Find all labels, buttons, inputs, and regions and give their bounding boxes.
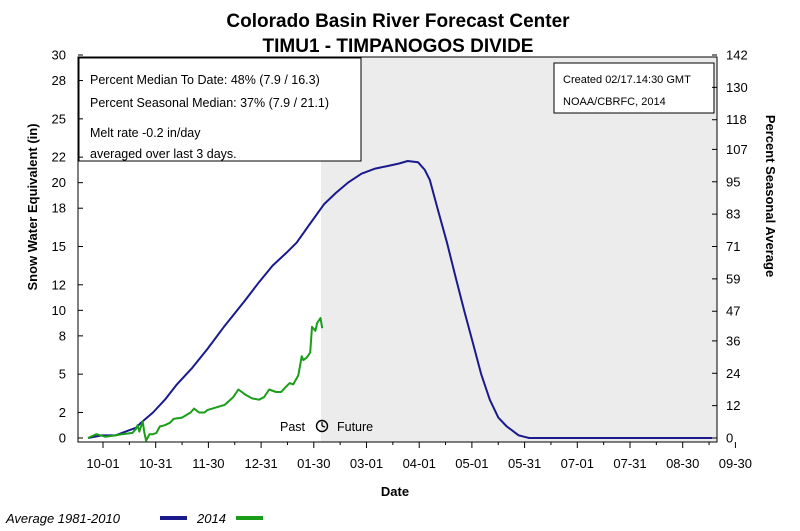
y-tick-label: 30 (52, 48, 66, 63)
y-tick-label: 12 (52, 277, 66, 292)
series-average-line (87, 160, 712, 439)
y-tick-label: 22 (52, 150, 66, 165)
future-label: Future (337, 420, 373, 434)
plot-frame (77, 56, 718, 443)
created-timestamp: Created 02/17.14:30 GMT (563, 74, 691, 86)
y-tick-label: 5 (59, 367, 66, 382)
y-axis-label: Snow Water Equivalent (in) (25, 123, 40, 290)
chart-subtitle: TIMU1 - TIMPANOGOS DIVIDE (263, 36, 534, 57)
y2-tick-label: 59 (726, 271, 740, 286)
x-tick-label: 05-31 (508, 456, 541, 471)
created-source: NOAA/CBRFC, 2014 (563, 96, 666, 108)
y2-tick-label: 36 (726, 333, 740, 348)
y-tick-label: 0 (59, 431, 66, 446)
y-tick-label: 2 (59, 405, 66, 420)
series-2014-line (87, 317, 324, 442)
x-tick-label: 11-30 (192, 456, 224, 471)
y-tick-label: 18 (52, 201, 66, 216)
x-tick-label: 05-01 (455, 456, 488, 471)
series-lines (87, 160, 712, 442)
y2-tick-label: 24 (726, 366, 740, 381)
y2-tick-label: 0 (726, 431, 733, 446)
y2-tick-label: 47 (726, 304, 740, 319)
x-tick-label: 07-31 (613, 456, 646, 471)
created-box: Created 02/17.14:30 GMT NOAA/CBRFC, 2014 (553, 62, 715, 114)
future-shaded-region (321, 57, 717, 442)
x-axis-label: Date (381, 484, 409, 499)
y-tick-label: 15 (52, 239, 66, 254)
legend: Average 1981-2010 2014 (5, 511, 263, 526)
x-tick-label: 08-30 (666, 456, 699, 471)
y2-tick-label: 83 (726, 207, 740, 222)
past-label: Past (280, 420, 306, 434)
x-tick-label: 04-01 (403, 456, 436, 471)
y2-tick-label: 118 (726, 112, 747, 127)
percent-median-to-date: Percent Median To Date: 48% (7.9 / 16.3) (90, 73, 320, 87)
legend-average-label: Average 1981-2010 (5, 511, 121, 526)
clock-icon (315, 419, 329, 433)
y-tick-label: 10 (52, 303, 66, 318)
y-tick-label: 8 (59, 328, 66, 343)
y2-tick-label: 130 (726, 80, 748, 95)
y-tick-label: 28 (52, 73, 66, 88)
y2-axis-ticks: 0 12 24 36 47 59 71 83 95 107 118 130 142 (712, 48, 748, 446)
x-tick-label: 01-30 (297, 456, 330, 471)
x-tick-label: 10-01 (86, 456, 119, 471)
melt-rate: Melt rate -0.2 in/day (90, 126, 201, 140)
y2-tick-label: 142 (726, 48, 748, 63)
x-axis-ticks: 10-01 10-31 11-30 12-31 01-30 03-01 04-01 05-01… (86, 442, 752, 471)
chart-title: Colorado Basin River Forecast Center (226, 11, 570, 32)
y2-tick-label: 107 (726, 142, 748, 157)
percent-seasonal-median: Percent Seasonal Median: 37% (7.9 / 21.1… (90, 96, 329, 110)
y2-tick-label: 12 (726, 398, 740, 413)
x-tick-label: 12-31 (244, 456, 277, 471)
x-tick-label: 09-30 (719, 456, 752, 471)
y-tick-label: 20 (52, 175, 66, 190)
x-tick-label: 07-01 (561, 456, 594, 471)
info-box: Percent Median To Date: 48% (7.9 / 16.3)… (78, 57, 362, 162)
y2-tick-label: 95 (726, 174, 740, 189)
y2-axis-label: Percent Seasonal Average (763, 115, 778, 277)
y2-tick-label: 71 (726, 239, 740, 254)
x-tick-label: 03-01 (350, 456, 383, 471)
melt-rate-note: averaged over last 3 days. (90, 147, 237, 161)
y-tick-label: 25 (52, 111, 66, 126)
legend-2014-label: 2014 (196, 511, 226, 526)
x-tick-label: 10-31 (139, 456, 172, 471)
